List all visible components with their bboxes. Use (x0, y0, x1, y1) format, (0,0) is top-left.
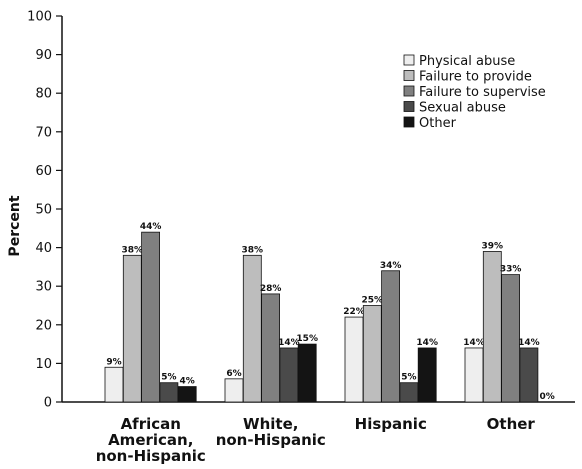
bar (502, 275, 520, 402)
bar-data-label: 14% (518, 338, 540, 348)
x-axis: African American, non-Hispanic White, non-Hi… (96, 415, 536, 465)
bar (280, 348, 298, 402)
y-tick-label: 10 (35, 357, 52, 372)
bar-data-label: 15% (296, 334, 318, 344)
bar (123, 255, 141, 402)
legend-swatch (404, 55, 414, 65)
bar (178, 387, 196, 402)
y-tick-label: 80 (35, 87, 52, 102)
bar (400, 383, 418, 402)
legend-label: Failure to provide (419, 70, 532, 85)
legend-label: Physical abuse (419, 54, 515, 69)
bar-data-label: 6% (226, 369, 241, 379)
y-tick-label: 20 (35, 318, 52, 333)
legend-swatch (404, 86, 414, 96)
bar (243, 255, 261, 402)
bar-data-label: 14% (463, 338, 485, 348)
bar (418, 348, 436, 402)
bar-data-label: 4% (180, 377, 195, 387)
y-tick-label: 40 (35, 241, 52, 256)
bar (262, 294, 280, 402)
x-category-label: Hispanic (355, 415, 427, 433)
bar-data-label: 39% (482, 241, 504, 251)
bar-data-label: 38% (122, 245, 144, 255)
bar-data-label: 5% (161, 373, 176, 383)
y-tick-label: 60 (35, 164, 52, 179)
bar-data-label: 33% (500, 265, 522, 275)
bars: 9% 6% 22% 14% 38% 38% 25% 39% 44% 28% 34% 33% 5% 14% 5… (105, 222, 555, 402)
y-tick-label: 90 (35, 48, 52, 63)
bar-data-label: 22% (343, 307, 365, 317)
bar-data-label: 25% (362, 296, 384, 306)
bar (160, 383, 178, 402)
legend-swatch (404, 102, 414, 112)
bar-data-label: 38% (242, 245, 264, 255)
bar (465, 348, 483, 402)
bar (298, 344, 316, 402)
y-tick-label: 30 (35, 280, 52, 295)
x-category-label: White, non-Hispanic (216, 415, 326, 449)
legend-swatch (404, 117, 414, 127)
x-category-label: Other (487, 415, 536, 433)
bar (225, 379, 243, 402)
bar (363, 306, 381, 403)
bar (105, 367, 123, 402)
bar (520, 348, 538, 402)
bar-data-label: 0% (540, 392, 555, 402)
legend-label: Failure to supervise (419, 85, 546, 100)
legend-label: Other (419, 116, 457, 131)
x-category-label: African American, non-Hispanic (96, 415, 206, 465)
bar (142, 232, 160, 402)
bar (345, 317, 363, 402)
bar-data-label: 34% (380, 261, 402, 271)
y-tick-label: 100 (27, 10, 52, 25)
bar-data-label: 14% (416, 338, 438, 348)
y-tick-label: 50 (35, 203, 52, 218)
bar (382, 271, 400, 402)
y-tick-label: 70 (35, 125, 52, 140)
y-tick-label: 0 (44, 396, 52, 411)
bar-data-label: 5% (401, 373, 416, 383)
bar-data-label: 9% (106, 357, 121, 367)
legend-label: Sexual abuse (419, 101, 506, 116)
bar-data-label: 28% (260, 284, 282, 294)
bar-data-label: 44% (140, 222, 162, 232)
legend-swatch (404, 71, 414, 81)
bar (483, 251, 501, 402)
y-axis-label: Percent (7, 195, 23, 256)
